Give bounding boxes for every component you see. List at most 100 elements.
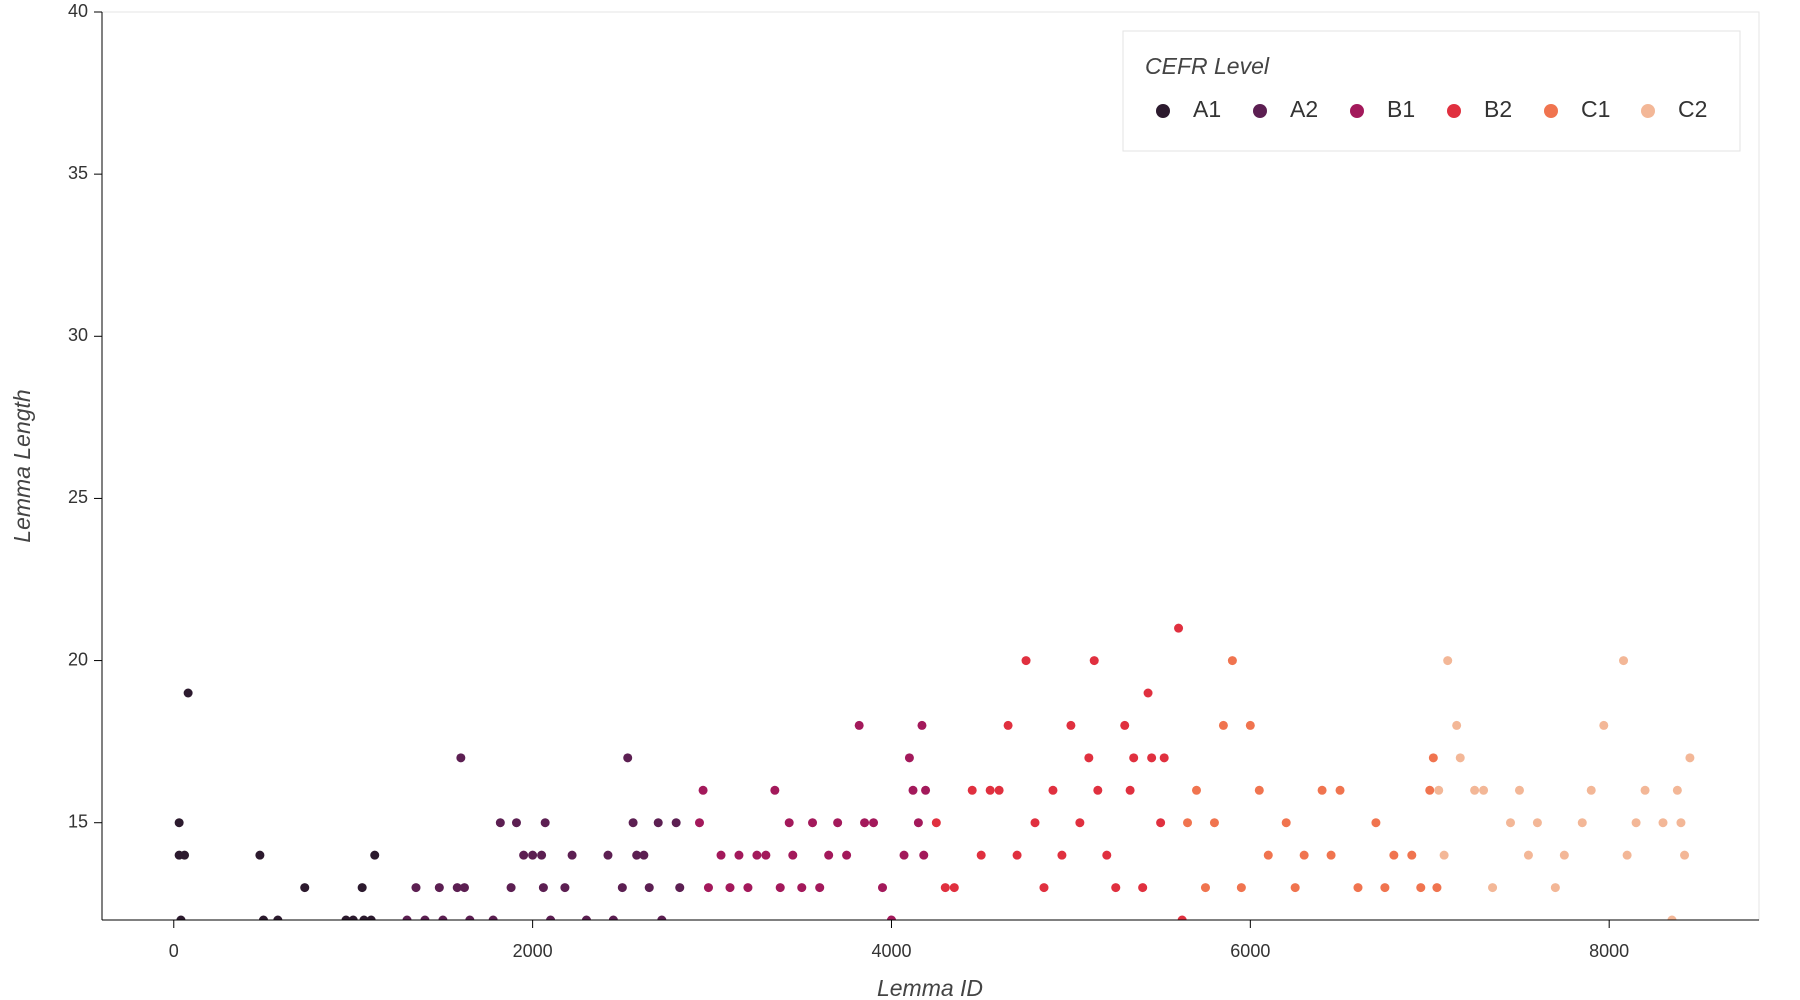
point [808,818,818,828]
point [1470,785,1480,795]
legend-label: B1 [1387,96,1415,122]
point [1089,656,1099,666]
point [1084,753,1094,763]
point [1191,785,1201,795]
point [348,915,358,920]
point [1452,720,1462,730]
point [1075,818,1085,828]
point [784,818,794,828]
legend-marker [1641,104,1655,118]
legend-marker [1253,104,1267,118]
point [1619,656,1629,666]
point [1658,818,1668,828]
point [797,883,807,893]
point [931,818,941,828]
point [1505,818,1515,828]
point [967,785,977,795]
point [1200,883,1210,893]
point [1147,753,1157,763]
point [456,753,466,763]
point [1389,850,1399,860]
y-tick-label: 25 [68,487,88,507]
point [976,850,986,860]
point [1111,883,1121,893]
x-tick-label: 6000 [1230,941,1270,961]
point [255,850,265,860]
point [1048,785,1058,795]
point [919,850,929,860]
point [878,883,888,893]
point [537,850,547,860]
point [869,818,879,828]
point [671,818,681,828]
point [675,883,685,893]
point [775,883,785,893]
point [743,883,753,893]
x-tick-label: 0 [169,941,179,961]
point [402,915,412,920]
point [1290,883,1300,893]
point [1685,753,1695,763]
point [788,850,798,860]
point [603,850,613,860]
point [1432,883,1442,893]
point [1183,818,1193,828]
y-tick-label: 35 [68,163,88,183]
point [1371,818,1381,828]
point [1425,785,1435,795]
point [860,818,870,828]
point [694,818,704,828]
point [904,753,914,763]
point [1455,753,1465,763]
x-tick-label: 4000 [871,941,911,961]
point [1640,785,1650,795]
point [940,883,950,893]
point [1057,850,1067,860]
point [917,720,927,730]
point [1559,850,1569,860]
point [341,915,351,920]
point [761,850,771,860]
point [1209,818,1219,828]
point [1254,785,1264,795]
point [300,883,310,893]
legend-marker [1350,104,1364,118]
y-tick-label: 15 [68,811,88,831]
point [1514,785,1524,795]
point [908,785,918,795]
y-tick-label: 30 [68,325,88,345]
y-tick-label: 20 [68,649,88,669]
point [1129,753,1139,763]
point [1416,883,1426,893]
point [1039,883,1049,893]
point [854,720,864,730]
point [698,785,708,795]
point [1030,818,1040,828]
x-axis-label: Lemma ID [877,975,983,1000]
y-tick-label: 40 [68,1,88,21]
point [824,850,834,860]
point [725,883,735,893]
point [1177,915,1187,920]
point [357,883,367,893]
legend-label: C2 [1678,96,1707,122]
point [639,850,649,860]
point [1586,785,1596,795]
point [1143,688,1153,698]
x-tick-label: 8000 [1589,941,1629,961]
point [567,850,577,860]
point [921,785,931,795]
point [1299,850,1309,860]
point [174,818,184,828]
point [1631,818,1641,828]
point [1003,720,1013,730]
legend-label: A2 [1290,96,1318,122]
point [1672,785,1682,795]
point [1218,720,1228,730]
point [1550,883,1560,893]
point [752,850,762,860]
point [1120,720,1130,730]
point [770,785,780,795]
point [1317,785,1327,795]
point [716,850,726,860]
